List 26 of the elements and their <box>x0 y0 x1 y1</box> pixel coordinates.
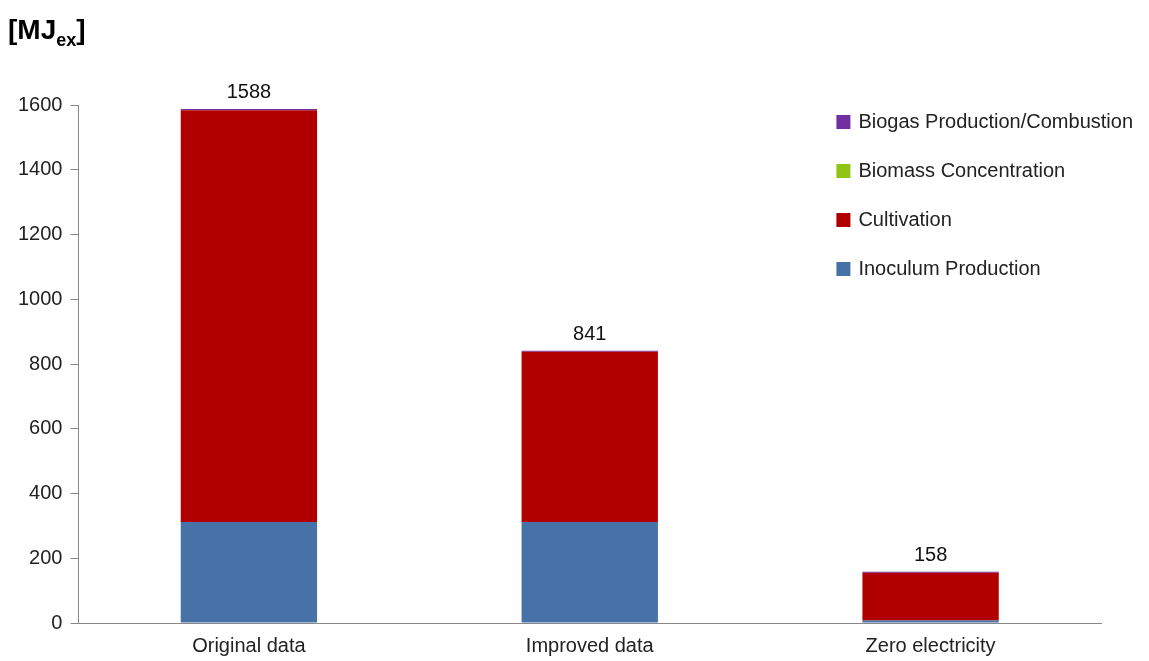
y-tick-label: 200 <box>29 545 63 568</box>
total-label: 1588 <box>226 80 272 103</box>
total-label: 158 <box>913 543 948 566</box>
legend-label: Biogas Production/Combustion <box>858 109 1134 132</box>
legend-label: Biomass Concentration <box>858 158 1066 181</box>
y-tick-label: 600 <box>29 416 63 439</box>
legend-label: Cultivation <box>858 207 952 230</box>
y-tick-label: 1600 <box>17 92 63 115</box>
y-tick-label: 400 <box>29 481 63 504</box>
legend-label: Inoculum Production <box>858 256 1041 279</box>
y-tick-label: 0 <box>51 610 63 633</box>
x-tick-label: Improved data <box>525 633 655 656</box>
x-tick-label: Original data <box>192 633 307 656</box>
bar <box>862 620 999 623</box>
bar <box>862 572 999 621</box>
y-tick-label: 1400 <box>17 157 63 180</box>
y-tick-label: 800 <box>29 351 63 374</box>
bar <box>180 110 318 522</box>
total-label: 841 <box>573 322 607 345</box>
x-tick-label: Zero electricity <box>865 633 996 656</box>
bar <box>521 521 658 623</box>
bar <box>521 351 658 522</box>
y-axis-title: [MJ$_{ex}$] <box>8 14 86 51</box>
y-tick-label: 1200 <box>17 222 63 245</box>
bar <box>180 521 318 623</box>
y-tick-label: 1000 <box>17 286 63 309</box>
